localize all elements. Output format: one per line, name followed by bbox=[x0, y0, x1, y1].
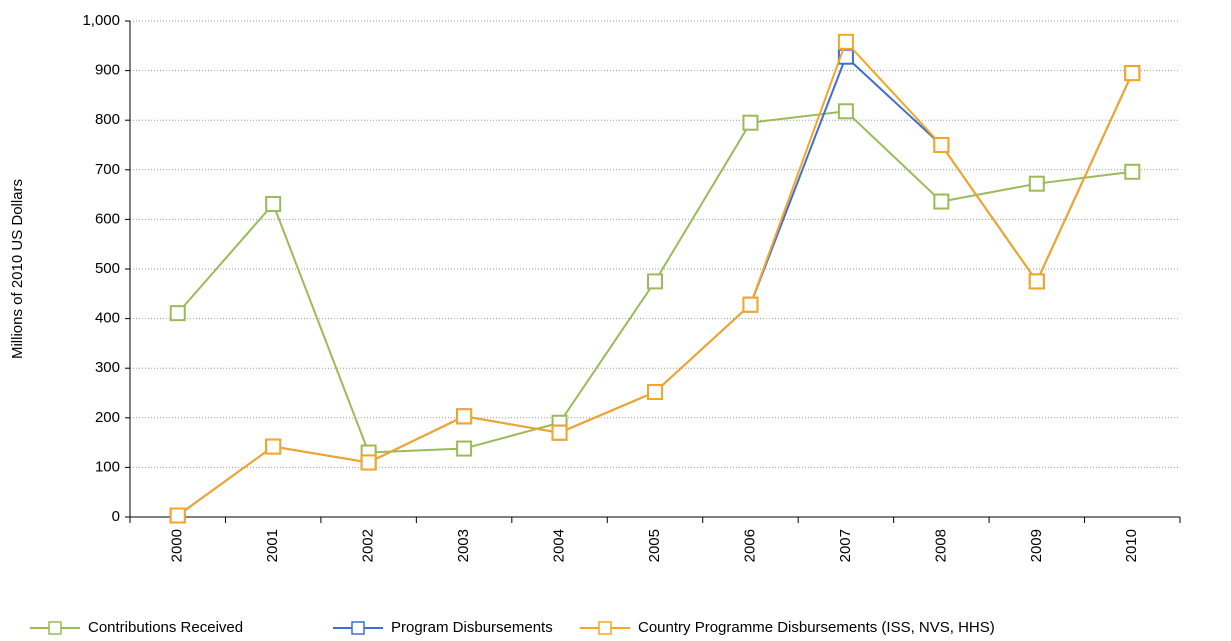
y-tick-label: 700 bbox=[95, 161, 120, 178]
marker bbox=[551, 424, 568, 441]
y-tick-label: 1,000 bbox=[82, 12, 120, 29]
x-tick-label: 2001 bbox=[264, 529, 281, 562]
marker bbox=[933, 193, 950, 210]
legend-label: Contributions Received bbox=[88, 619, 243, 636]
y-tick-label: 400 bbox=[95, 310, 120, 327]
legend-label: Country Programme Disbursements (ISS, NV… bbox=[638, 619, 995, 636]
marker bbox=[933, 137, 950, 153]
marker bbox=[647, 273, 663, 290]
x-tick-label: 2004 bbox=[551, 529, 568, 562]
y-axis-label: Millions of 2010 US Dollars bbox=[9, 179, 26, 359]
marker bbox=[1028, 273, 1045, 290]
marker bbox=[265, 438, 282, 455]
x-tick-label: 2010 bbox=[1123, 529, 1140, 562]
marker bbox=[742, 114, 759, 131]
y-tick-label: 0 bbox=[112, 508, 120, 525]
marker bbox=[169, 507, 186, 524]
legend-label: Program Disbursements bbox=[391, 619, 553, 636]
x-tick-label: 2003 bbox=[455, 529, 472, 562]
marker bbox=[1124, 65, 1141, 82]
legend-marker bbox=[598, 621, 612, 635]
y-tick-label: 900 bbox=[95, 62, 120, 79]
x-tick-label: 2000 bbox=[169, 529, 186, 562]
marker bbox=[837, 103, 854, 120]
y-tick-label: 600 bbox=[95, 210, 120, 227]
y-tick-label: 100 bbox=[95, 458, 120, 475]
x-tick-label: 2009 bbox=[1028, 529, 1045, 562]
x-tick-label: 2008 bbox=[932, 529, 949, 562]
legend-marker bbox=[48, 621, 62, 635]
marker bbox=[1028, 175, 1045, 192]
marker bbox=[456, 408, 473, 425]
marker bbox=[647, 384, 663, 401]
marker bbox=[456, 440, 473, 457]
marker bbox=[742, 296, 759, 313]
marker bbox=[169, 305, 186, 322]
x-tick-label: 2007 bbox=[837, 529, 854, 562]
y-tick-label: 800 bbox=[95, 111, 120, 128]
y-tick-label: 300 bbox=[95, 359, 120, 376]
marker bbox=[360, 454, 377, 471]
marker bbox=[837, 33, 854, 50]
y-tick-label: 500 bbox=[95, 260, 120, 277]
marker bbox=[265, 196, 282, 213]
x-tick-label: 2006 bbox=[741, 529, 758, 562]
marker bbox=[1124, 163, 1141, 180]
legend-marker bbox=[351, 621, 365, 635]
x-tick-label: 2002 bbox=[360, 529, 377, 562]
x-tick-label: 2005 bbox=[646, 529, 663, 562]
y-tick-label: 200 bbox=[95, 409, 120, 426]
